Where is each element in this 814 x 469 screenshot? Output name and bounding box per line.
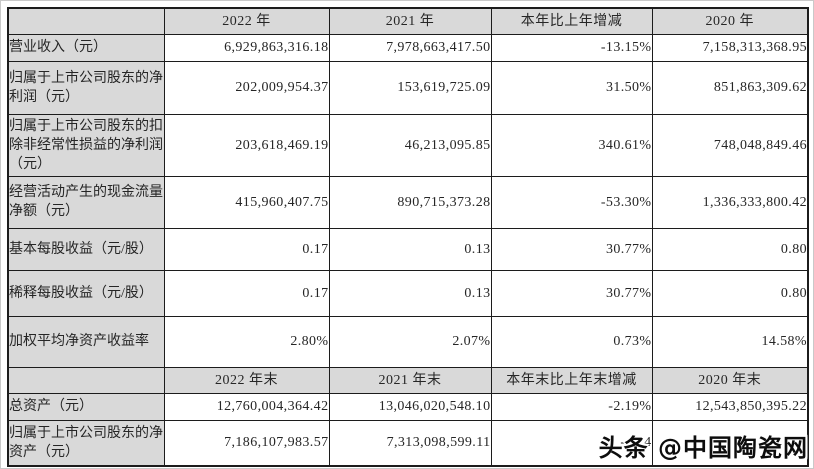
- corner-cell: [7, 7, 165, 35]
- toutiao-watermark: 头条 @中国陶瓷网: [598, 434, 808, 462]
- table-row-total-assets: 总资产（元） 12,760,004,364.42 13,046,020,548.…: [7, 392, 809, 421]
- column-header-yoy-change: 本年比上年增减: [490, 7, 653, 35]
- column-header-2022: 2022 年: [163, 7, 330, 35]
- row-label-cell: 归属于上市公司股东的净资产（元）: [7, 419, 165, 467]
- value-cell: 415,960,407.75: [163, 175, 330, 229]
- table-row-basic-eps: 基本每股收益（元/股） 0.17 0.13 30.77% 0.80: [7, 227, 809, 271]
- value-cell: 1,336,333,800.42: [651, 175, 809, 229]
- value-cell: 7,158,313,368.95: [651, 33, 809, 62]
- column-header-2022-eoy: 2022 年末: [163, 366, 330, 394]
- value-cell: 7,978,663,417.50: [328, 33, 492, 62]
- row-label-cell: 归属于上市公司股东的扣除非经常性损益的净利润（元）: [7, 113, 165, 177]
- value-cell: 0.80: [651, 227, 809, 271]
- row-label-cell: 经营活动产生的现金流量净额（元）: [7, 175, 165, 229]
- value-cell: 7,186,107,983.57: [163, 419, 330, 467]
- value-cell: 12,543,850,395.22: [651, 392, 809, 421]
- value-cell: 0.13: [328, 269, 492, 317]
- column-header-2021: 2021 年: [328, 7, 492, 35]
- value-cell: 6,929,863,316.18: [163, 33, 330, 62]
- row-label-cell: 稀释每股收益（元/股）: [7, 269, 165, 317]
- value-cell: -1.74: [490, 419, 653, 467]
- value-cell: 13,046,020,548.10: [328, 392, 492, 421]
- value-cell: 46,213,095.85: [328, 113, 492, 177]
- annual-header-row: 2022 年 2021 年 本年比上年增减 2020 年: [7, 7, 809, 35]
- table-row-weighted-avg-roe: 加权平均净资产收益率 2.80% 2.07% 0.73% 14.58%: [7, 315, 809, 368]
- value-cell: 31.50%: [490, 60, 653, 115]
- eoy-header-row: 2022 年末 2021 年末 本年末比上年末增减 2020 年末: [7, 366, 809, 394]
- value-cell: 0.80: [651, 269, 809, 317]
- column-header-2021-eoy: 2021 年末: [328, 366, 492, 394]
- value-cell: 202,009,954.37: [163, 60, 330, 115]
- value-cell: 30.77%: [490, 269, 653, 317]
- value-cell: 203,618,469.19: [163, 113, 330, 177]
- value-cell: 2.07%: [328, 315, 492, 368]
- column-header-2020: 2020 年: [651, 7, 809, 35]
- value-cell: 851,863,309.62: [651, 60, 809, 115]
- value-cell: 890,715,373.28: [328, 175, 492, 229]
- table-row-diluted-eps: 稀释每股收益（元/股） 0.17 0.13 30.77% 0.80: [7, 269, 809, 317]
- row-label-cell: 基本每股收益（元/股）: [7, 227, 165, 271]
- value-cell: -13.15%: [490, 33, 653, 62]
- corner-cell: [7, 366, 165, 394]
- value-cell: 748,048,849.46: [651, 113, 809, 177]
- financial-summary-table: 2022 年 2021 年 本年比上年增减 2020 年 营业收入（元） 6,9…: [7, 7, 809, 467]
- row-label-cell: 总资产（元）: [7, 392, 165, 421]
- value-cell: 153,619,725.09: [328, 60, 492, 115]
- table-row-net-assets: 归属于上市公司股东的净资产（元） 7,186,107,983.57 7,313,…: [7, 419, 809, 467]
- value-cell: -2.19%: [490, 392, 653, 421]
- table-row-revenue: 营业收入（元） 6,929,863,316.18 7,978,663,417.5…: [7, 33, 809, 62]
- column-header-2020-eoy: 2020 年末: [651, 366, 809, 394]
- value-cell: 14.58%: [651, 315, 809, 368]
- value-cell: 30.77%: [490, 227, 653, 271]
- value-cell-obscured: [651, 419, 809, 467]
- row-label-cell: 归属于上市公司股东的净利润（元）: [7, 60, 165, 115]
- value-cell: 0.17: [163, 269, 330, 317]
- value-cell: 0.73%: [490, 315, 653, 368]
- value-cell: -53.30%: [490, 175, 653, 229]
- value-cell: 0.17: [163, 227, 330, 271]
- row-label-cell: 加权平均净资产收益率: [7, 315, 165, 368]
- value-cell: 7,313,098,599.11: [328, 419, 492, 467]
- value-cell: 12,760,004,364.42: [163, 392, 330, 421]
- table-row-operating-cash-flow: 经营活动产生的现金流量净额（元） 415,960,407.75 890,715,…: [7, 175, 809, 229]
- row-label-cell: 营业收入（元）: [7, 33, 165, 62]
- table-row-net-profit: 归属于上市公司股东的净利润（元） 202,009,954.37 153,619,…: [7, 60, 809, 115]
- column-header-eoy-change: 本年末比上年末增减: [490, 366, 653, 394]
- table-row-net-profit-excl-nonrecurring: 归属于上市公司股东的扣除非经常性损益的净利润（元） 203,618,469.19…: [7, 113, 809, 177]
- value-cell: 340.61%: [490, 113, 653, 177]
- value-cell: 0.13: [328, 227, 492, 271]
- value-cell: 2.80%: [163, 315, 330, 368]
